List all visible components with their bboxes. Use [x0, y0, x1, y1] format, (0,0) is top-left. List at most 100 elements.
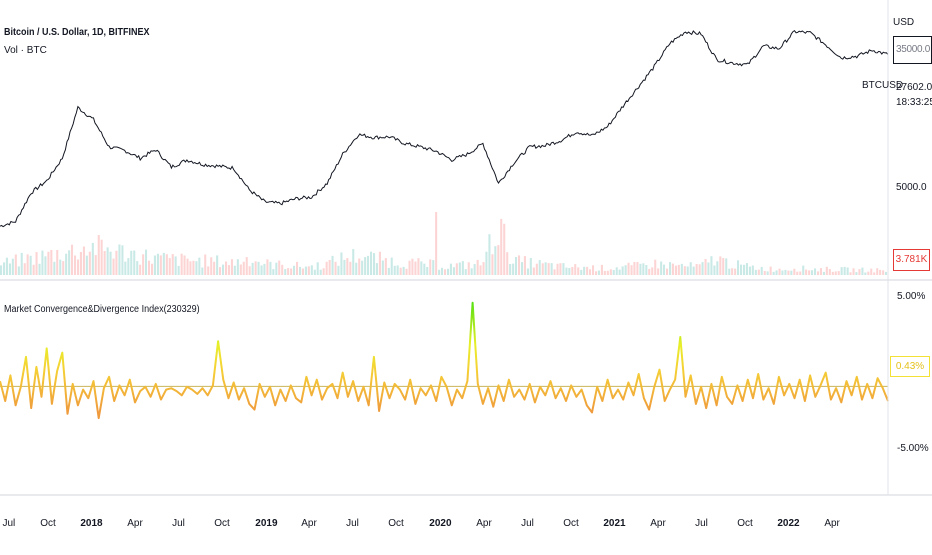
volume-bar	[615, 267, 618, 275]
volume-bar	[139, 264, 142, 275]
volume-bar	[796, 271, 799, 275]
volume-bar	[91, 242, 94, 275]
volume-bar	[8, 263, 11, 275]
volume-bar	[790, 270, 793, 275]
price-series	[0, 30, 889, 228]
volume-bar	[843, 266, 846, 275]
volume-bar	[559, 263, 562, 275]
volume-bar	[349, 261, 352, 275]
volume-bar	[683, 266, 686, 275]
volume-bar	[186, 258, 189, 275]
volume-bar	[432, 260, 435, 275]
volume-bar	[778, 268, 781, 275]
volume-bar	[156, 253, 159, 275]
volume-bar	[719, 256, 722, 275]
time-tick: 2022	[777, 518, 800, 529]
indicator-legend[interactable]: Market Convergence&Divergence Index(2303…	[4, 304, 200, 315]
volume-bar	[867, 271, 870, 275]
bar-countdown: 18:33:25	[896, 97, 932, 108]
volume-bar	[284, 269, 287, 275]
time-tick: Apr	[476, 518, 492, 529]
volume-bar	[873, 272, 876, 275]
volume-bar	[651, 267, 654, 275]
volume-bar	[497, 245, 500, 275]
volume-bar	[26, 254, 29, 275]
volume-bar	[521, 262, 524, 275]
volume-bar	[74, 255, 77, 275]
volume-bar	[136, 261, 139, 275]
volume-bar	[411, 258, 414, 275]
volume-bar	[515, 257, 518, 275]
volume-bar	[396, 265, 399, 275]
volume-bar	[787, 270, 790, 275]
volume-bar	[233, 265, 236, 275]
volume-bar	[100, 239, 103, 275]
volume-bar	[299, 266, 302, 275]
volume-bar	[811, 270, 814, 275]
volume-bar	[473, 264, 476, 275]
volume-bar	[278, 260, 281, 275]
volume-bar	[784, 269, 787, 275]
volume-bar	[745, 263, 748, 275]
volume-bar	[639, 263, 642, 275]
volume-bar	[56, 250, 59, 275]
volume-bar	[192, 260, 195, 275]
volume-bar	[210, 257, 213, 275]
volume-bar	[5, 257, 8, 275]
volume-bar	[260, 265, 263, 275]
volume-bar	[287, 268, 290, 275]
volume-bar	[532, 267, 535, 275]
volume-bar	[547, 263, 550, 275]
volume-bar	[737, 260, 740, 275]
symbol-tag: BTCUSD	[862, 80, 904, 91]
currency-label[interactable]: USD	[893, 17, 915, 28]
volume-bar	[538, 260, 541, 275]
volume-bar	[550, 263, 553, 275]
volume-bar	[677, 264, 680, 275]
volume-bar	[251, 262, 254, 275]
volume-bar	[133, 250, 136, 275]
volume-bar	[849, 272, 852, 275]
volume-bar	[731, 268, 734, 275]
volume-bar	[769, 266, 772, 275]
volume-bar	[230, 259, 233, 275]
volume-bar	[189, 261, 192, 275]
volume-bar	[275, 262, 278, 275]
volume-bar	[405, 268, 408, 275]
volume-bar	[757, 269, 760, 275]
volume-legend[interactable]: Vol · BTC	[4, 45, 47, 56]
volume-bar	[124, 261, 127, 275]
volume-bar	[435, 212, 438, 275]
time-tick: 2021	[603, 518, 626, 529]
volume-bar	[429, 259, 432, 275]
volume-bar	[645, 265, 648, 275]
time-tick: Apr	[824, 518, 840, 529]
volume-bar	[461, 261, 464, 275]
volume-bar	[458, 262, 461, 275]
volume-bar	[470, 268, 473, 275]
volume-bar	[198, 257, 201, 275]
volume-bar	[109, 251, 112, 275]
volume-bar	[17, 266, 20, 275]
volume-bar	[464, 269, 467, 275]
volume-bar	[41, 250, 44, 275]
volume-bar	[20, 252, 23, 275]
volume-bar	[29, 255, 32, 275]
volume-bar	[239, 264, 242, 275]
volume-bar	[387, 267, 390, 275]
symbol-title[interactable]: Bitcoin / U.S. Dollar, 1D, BITFINEX	[4, 27, 150, 38]
volume-badge: 3.781K	[893, 249, 930, 271]
volume-bar	[393, 265, 396, 275]
volume-bar	[728, 268, 731, 275]
volume-bar	[580, 269, 583, 275]
volume-bar	[85, 255, 88, 275]
volume-bar	[248, 266, 251, 275]
volume-bar	[151, 263, 154, 275]
volume-bar	[535, 263, 538, 275]
volume-bar	[858, 269, 861, 275]
volume-bar	[390, 257, 393, 275]
volume-bar	[408, 260, 411, 275]
volume-bar	[627, 262, 630, 275]
time-tick: 2019	[255, 518, 278, 529]
